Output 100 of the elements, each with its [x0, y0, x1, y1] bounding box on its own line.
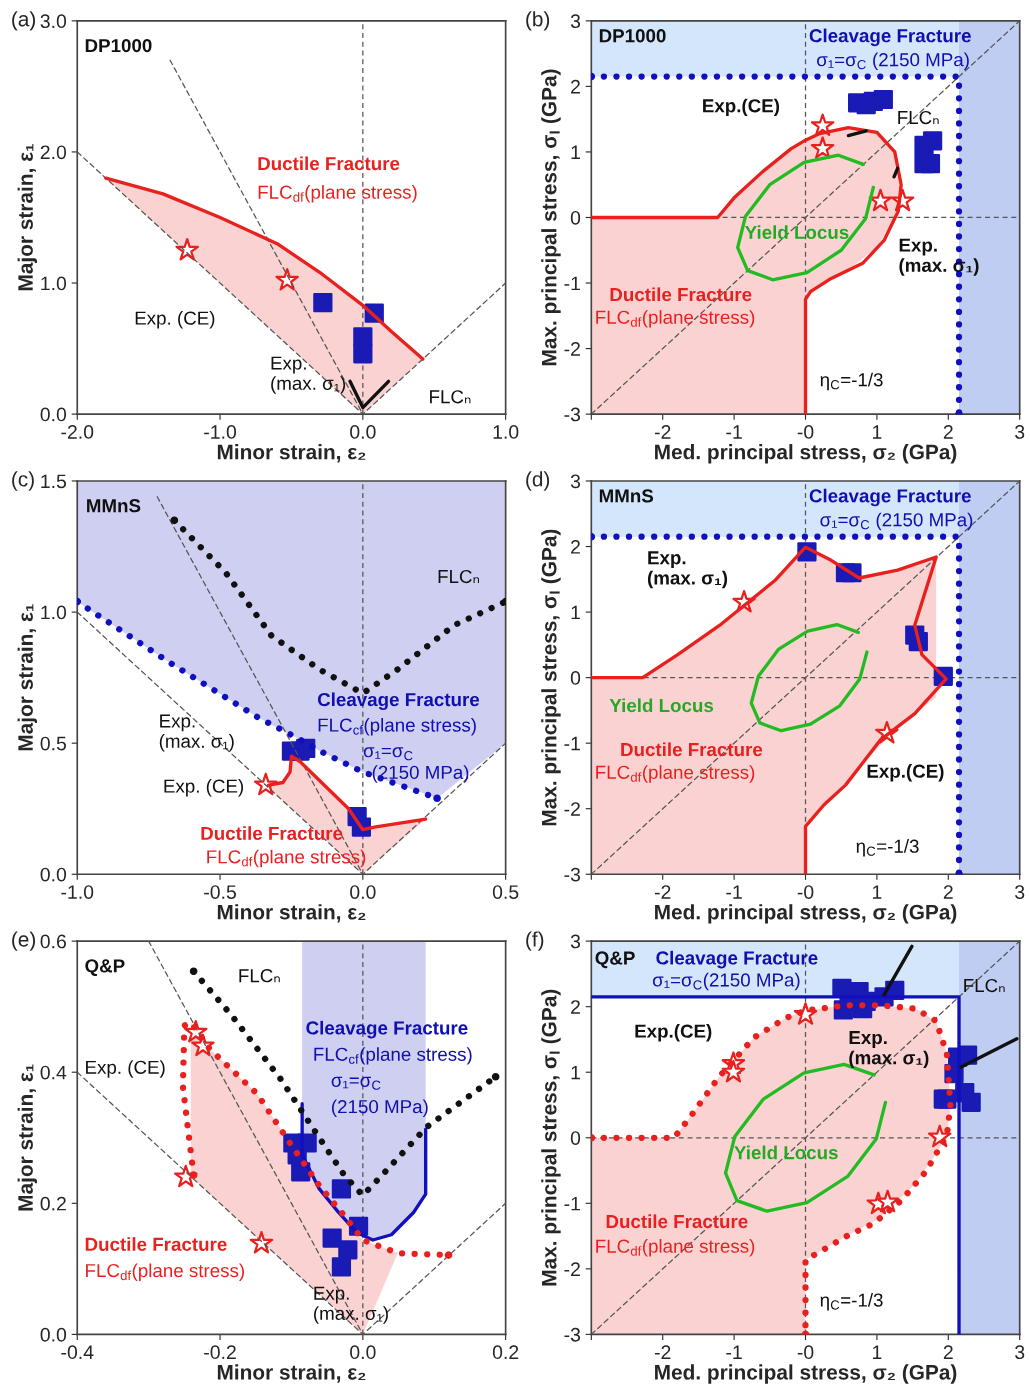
- x-tick-label: -0: [797, 885, 814, 899]
- x-axis-title: Med. principal stress, σ₂ (GPa): [655, 904, 957, 924]
- annotation: Exp. (max. σ₁): [647, 551, 728, 589]
- annotation: Exp.(CE): [635, 1024, 712, 1042]
- chart-title: (c): [12, 471, 34, 491]
- x-tick-label: 1: [872, 1345, 882, 1359]
- x-tick-label: -0.4: [61, 1345, 94, 1360]
- y-tick-label: 1: [571, 605, 580, 620]
- y-tick-label: 0.0: [40, 407, 67, 422]
- annotation: Ductile Fracture: [258, 156, 400, 171]
- annotation: Exp. (CE): [164, 779, 244, 797]
- y-tick-label: -2: [564, 1262, 580, 1276]
- annotation: (2150 MPa): [332, 1099, 428, 1117]
- annotation: FLCₙ: [964, 978, 1005, 993]
- y-tick-label: -1: [564, 276, 580, 291]
- annotation: Exp. (CE): [135, 311, 215, 329]
- y-tick-label: 3: [570, 474, 581, 489]
- y-tick-label: 3.0: [40, 14, 67, 29]
- annotation: σ₁=σ$_{C}$: [331, 1076, 381, 1090]
- y-tick-label: 0.6: [40, 934, 66, 949]
- y-tick-label: 1.0: [41, 276, 67, 291]
- x-tick-label: -2: [654, 1345, 671, 1359]
- y-tick-label: 2: [571, 540, 580, 554]
- annotation: FLCₙ: [898, 110, 939, 125]
- x-axis-title: Minor strain, ε₂: [217, 1364, 366, 1383]
- x-tick-label: -2: [654, 885, 671, 899]
- x-tick-label: 2: [943, 425, 953, 439]
- x-tick-label: -1: [726, 1345, 742, 1359]
- chart-title: (e): [12, 931, 36, 951]
- y-tick-label: -2: [564, 342, 580, 356]
- annotation: Exp. (max. σ₁): [271, 356, 346, 394]
- x-tick-label: -0: [797, 425, 814, 439]
- y-axis-title: Major strain, ε₁: [17, 1064, 38, 1211]
- annotation: Exp.(CE): [703, 98, 780, 117]
- annotation: Cleavage Fracture: [809, 28, 971, 47]
- y-tick-label: 0: [570, 210, 581, 225]
- annotation: MMnS: [87, 499, 141, 513]
- y-tick-label: 3: [570, 14, 581, 29]
- annotation: FLC$_{df}$(plane stress): [86, 1263, 244, 1281]
- y-axis-title: Major strain, ε₁: [17, 144, 38, 291]
- annotation: Ductile Fracture: [610, 287, 752, 302]
- annotation: Yield Locus: [745, 225, 849, 240]
- chart-title: (b): [526, 11, 550, 31]
- x-tick-label: 2: [943, 1345, 953, 1359]
- chart-title: (f): [526, 931, 544, 951]
- annotation: σ₁=σ$_{C}$ (2150 MPa): [817, 52, 969, 71]
- annotation: Ductile Fracture: [621, 742, 763, 757]
- y-tick-label: 1.5: [41, 474, 67, 489]
- y-tick-label: 0: [570, 1131, 581, 1145]
- x-tick-label: -0: [797, 1345, 814, 1360]
- x-tick-label: -2.0: [61, 425, 94, 439]
- y-tick-label: 2: [571, 1000, 580, 1014]
- annotation: MMnS: [599, 489, 654, 503]
- annotation: Cleavage Fracture: [809, 488, 971, 507]
- y-axis-title: Major strain, ε₁: [17, 604, 38, 751]
- x-tick-label: -1: [726, 425, 742, 439]
- annotation: Cleavage Fracture: [306, 1020, 468, 1039]
- y-tick-label: -3: [564, 1327, 581, 1342]
- x-tick-label: 0.0: [350, 885, 376, 899]
- annotation: Cleavage Fracture: [656, 950, 818, 969]
- annotation: Exp.(CE): [867, 764, 944, 782]
- x-axis-title: Med. principal stress, σ₂ (GPa): [655, 1364, 957, 1384]
- annotation: DP1000: [85, 38, 152, 53]
- y-tick-label: 0.0: [40, 1327, 67, 1342]
- y-tick-label: -1: [564, 736, 580, 751]
- annotation: FLCₙ: [430, 390, 471, 404]
- chart-title: (d): [526, 471, 550, 491]
- annotation: Exp. (max. σ₁): [899, 238, 979, 276]
- y-tick-label: -3: [564, 407, 581, 422]
- annotation: FLCₙ: [239, 969, 280, 983]
- annotation: FLC$_{df}$(plane stress): [258, 185, 417, 203]
- annotation: Exp. (max. σ₁): [849, 1031, 929, 1069]
- y-tick-label: 0.4: [40, 1065, 67, 1080]
- y-tick-label: 2: [571, 79, 580, 94]
- annotation: Q&P: [595, 951, 635, 969]
- annotation: Exp. (max. σ₁): [159, 714, 234, 752]
- annotation: FLC$_{df}$(plane stress): [596, 310, 755, 328]
- annotation: Ductile Fracture: [85, 1237, 227, 1251]
- x-tick-label: 1: [872, 885, 882, 899]
- annotation: Yield Locus: [734, 1145, 838, 1160]
- x-tick-label: 0.0: [350, 1345, 376, 1360]
- y-tick-label: 0.0: [40, 867, 67, 882]
- x-axis-title: Minor strain, ε₂: [217, 904, 366, 923]
- y-axis-title: Max. principal stress, σ$_{I}$ (GPa): [541, 69, 561, 366]
- x-axis-title: Med. principal stress, σ₂ (GPa): [655, 444, 957, 464]
- y-tick-label: -2: [564, 802, 580, 816]
- x-tick-label: 3: [1015, 1345, 1025, 1360]
- x-tick-label: 3: [1015, 885, 1025, 899]
- annotation: η$_{C}$=-1/3: [820, 1292, 883, 1311]
- annotation: Yield Locus: [609, 698, 714, 713]
- x-tick-label: -1.0: [204, 425, 237, 439]
- chart-title: (a): [12, 11, 36, 31]
- x-tick-label: -2: [654, 425, 671, 439]
- annotation: Exp. (CE): [86, 1060, 165, 1078]
- x-tick-label: 2: [943, 885, 953, 899]
- y-tick-label: 0.2: [40, 1196, 66, 1211]
- annotation: FLC$_{cf}$(plane stress): [318, 717, 476, 736]
- x-tick-label: -1: [726, 885, 742, 899]
- annotation: FLC$_{cf}$(plane stress): [314, 1047, 472, 1065]
- x-tick-label: 0.2: [492, 1345, 519, 1360]
